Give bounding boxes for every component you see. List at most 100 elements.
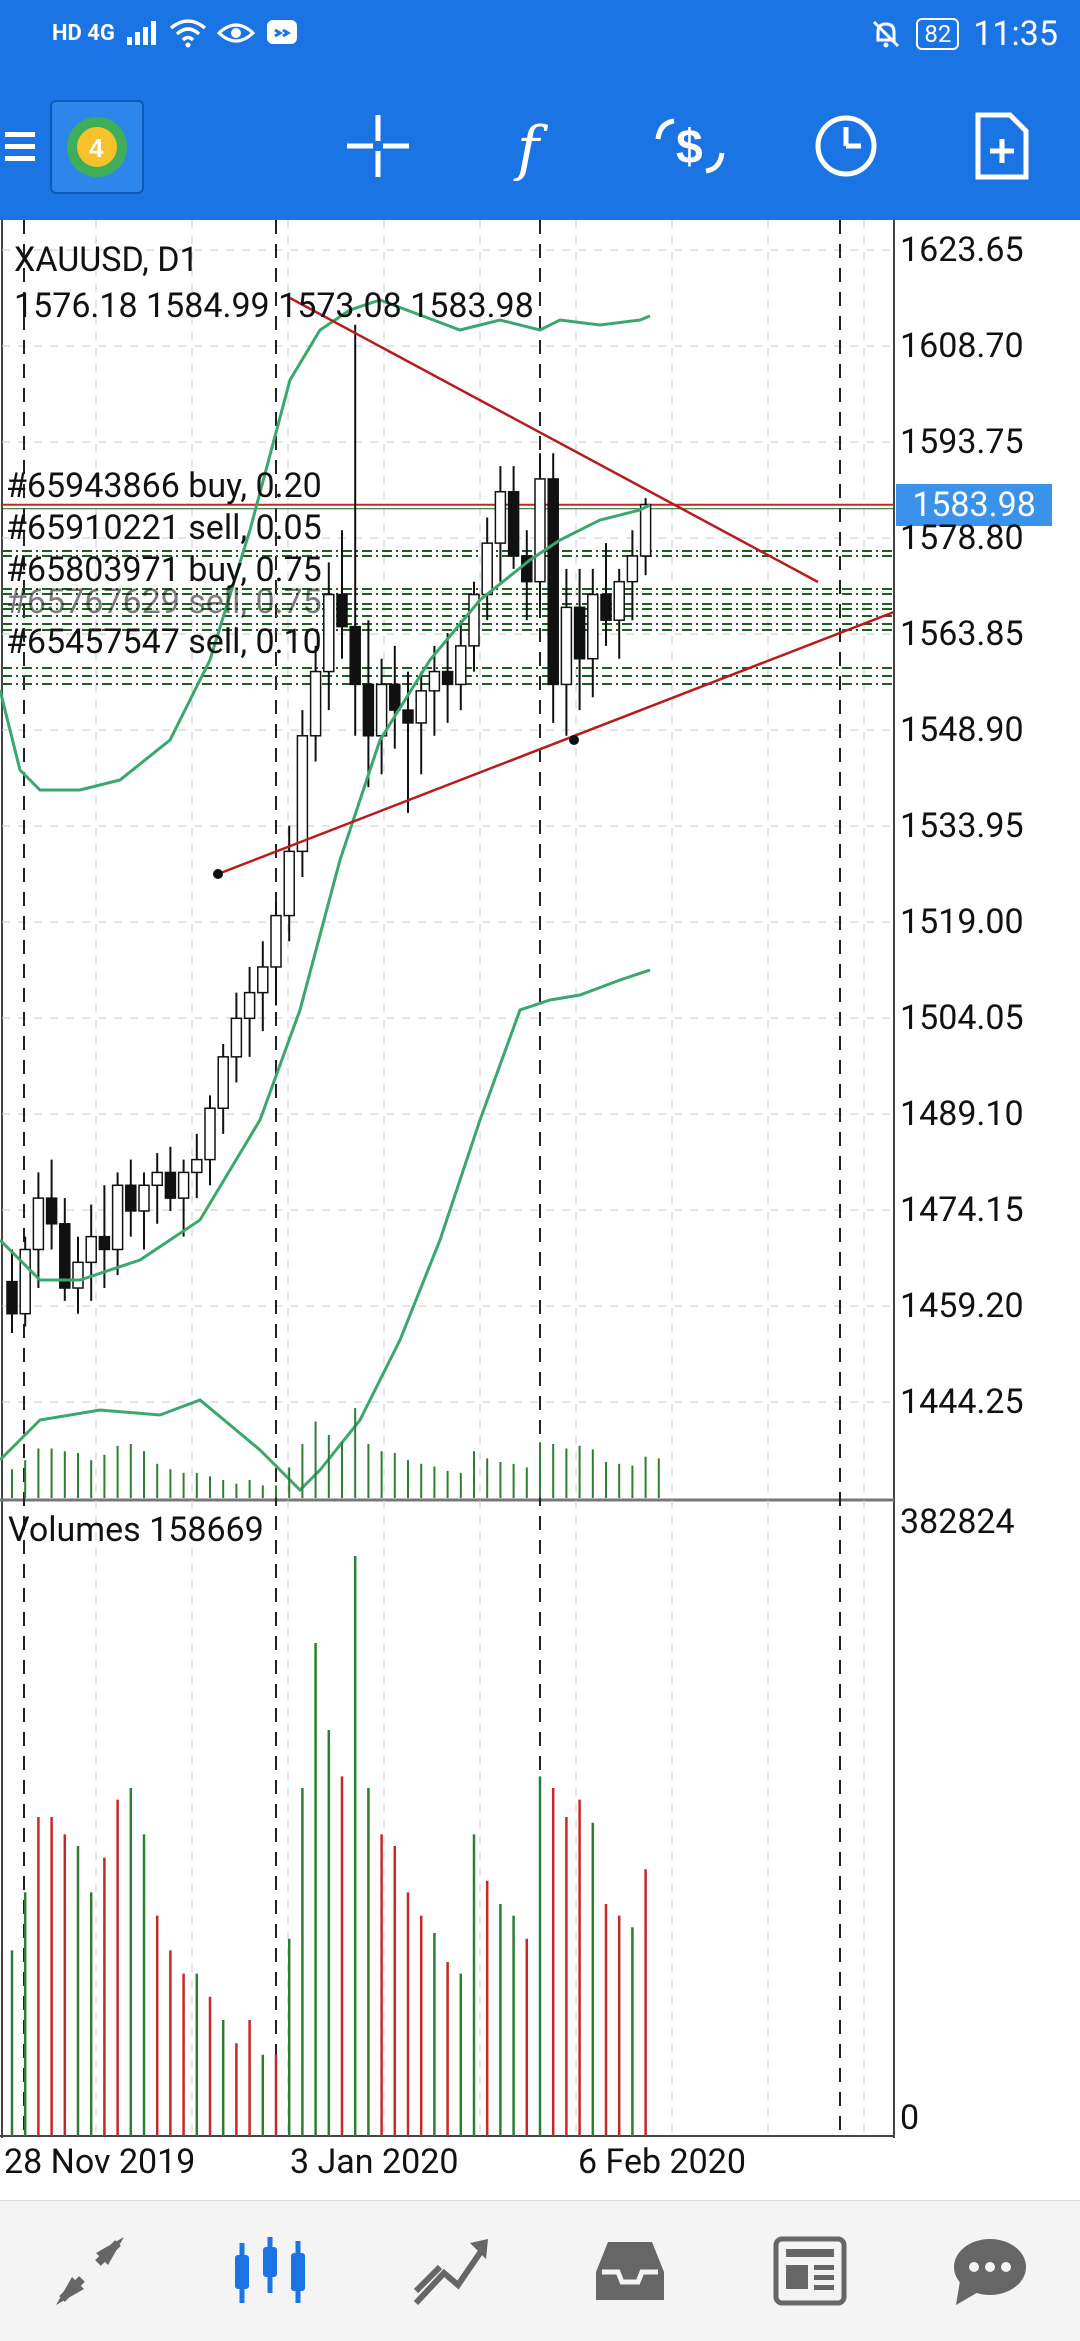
candle-body — [323, 593, 335, 673]
chat-app-icon — [266, 20, 297, 44]
candle-body — [98, 1235, 111, 1251]
order-label[interactable]: #65943866 buy, 0.20 — [6, 466, 322, 506]
signal-bars-icon — [126, 21, 156, 45]
candle-body — [72, 1261, 84, 1289]
candle-body — [191, 1158, 203, 1174]
candle-body — [468, 593, 480, 647]
timeframe-icon[interactable] — [800, 100, 892, 192]
candle-body — [336, 593, 348, 628]
clock: 11:35 — [973, 14, 1058, 54]
candle-body — [19, 1248, 31, 1315]
candle-body — [177, 1171, 190, 1199]
wifi-icon — [169, 19, 207, 48]
candle-body — [600, 593, 612, 621]
candle-body — [125, 1184, 137, 1212]
order-label[interactable]: #65803971 buy, 0.75 — [6, 550, 322, 590]
status-left: HD 4G — [52, 18, 299, 48]
candle-body — [243, 991, 256, 1020]
new-chart-icon[interactable] — [956, 100, 1048, 192]
candle-body — [389, 683, 401, 711]
date-tick: 28 Nov 2019 — [4, 2142, 196, 2182]
bollinger-middle — [0, 503, 651, 1282]
trade-icon[interactable] — [405, 2226, 495, 2316]
indicators-icon[interactable]: f — [488, 100, 580, 192]
chart-icon[interactable] — [225, 2226, 315, 2316]
svg-text:$: $ — [676, 121, 703, 174]
candle-body — [230, 1017, 243, 1058]
symbol-timeframe: XAUUSD, D1 — [14, 240, 199, 280]
price-tick: 1459.20 — [900, 1286, 1024, 1326]
candle-body — [560, 606, 573, 686]
price-tick: 1489.10 — [900, 1094, 1024, 1134]
svg-text:f: f — [513, 114, 549, 181]
candle-body — [521, 555, 533, 583]
candle-body — [455, 645, 467, 686]
candle-body — [507, 491, 520, 557]
price-tick: 1563.85 — [900, 614, 1024, 654]
menu-icon[interactable] — [0, 100, 40, 192]
candle-body — [204, 1107, 216, 1161]
messages-icon[interactable] — [945, 2226, 1035, 2316]
price-tick: 1608.70 — [900, 326, 1024, 366]
candle-body — [59, 1223, 71, 1289]
trendline-anchor — [569, 735, 579, 745]
order-label[interactable]: #65767629 sell, 0.75 — [6, 582, 322, 622]
network-signal-text: HD 4G — [52, 20, 115, 46]
price-tick: 1623.65 — [900, 230, 1024, 270]
trade-icon[interactable]: $ — [644, 100, 736, 192]
candle-body — [309, 670, 322, 737]
volume-min-tick: 0 — [900, 2098, 920, 2138]
bollinger-lower — [0, 968, 651, 1493]
candle-body — [428, 670, 441, 692]
candle-body — [45, 1197, 58, 1225]
price-tick: 1504.05 — [900, 998, 1024, 1038]
candle-body — [402, 709, 414, 724]
news-icon[interactable] — [765, 2226, 855, 2316]
trendline-lower — [217, 610, 895, 876]
candle-body — [362, 683, 375, 737]
crosshair-icon[interactable] — [332, 100, 424, 192]
date-tick: 3 Jan 2020 — [290, 2142, 459, 2182]
chart-area[interactable]: XAUUSD, D1 1576.18 1584.99 1573.08 1583.… — [0, 220, 1080, 2220]
price-tick: 1474.15 — [900, 1190, 1024, 1230]
current-price-badge: 1583.98 — [896, 484, 1052, 526]
candle-body — [415, 690, 427, 724]
order-label[interactable]: #65910221 sell, 0.05 — [6, 508, 322, 548]
candle-body — [494, 491, 507, 544]
candle-body — [441, 670, 454, 686]
candle-body — [587, 593, 599, 660]
candle-body — [111, 1184, 124, 1251]
volumes-label: Volumes 158669 — [8, 1510, 264, 1550]
bollinger-upper — [0, 298, 651, 792]
candle-body — [573, 606, 586, 660]
status-right: 82 11:35 — [870, 14, 1058, 54]
candle-body — [547, 478, 559, 686]
price-tick: 1593.75 — [900, 422, 1024, 462]
price-tick: 1578.80 — [900, 518, 1024, 558]
candle-body — [164, 1171, 177, 1199]
price-chart[interactable] — [0, 220, 1080, 2220]
candle-body — [85, 1235, 97, 1264]
candle-body — [138, 1184, 150, 1212]
candle-body — [6, 1280, 18, 1315]
candle-body — [639, 503, 652, 557]
price-tick: 1548.90 — [900, 710, 1024, 750]
price-tick: 1444.25 — [900, 1382, 1024, 1422]
candle-body — [375, 683, 388, 737]
history-icon[interactable] — [585, 2226, 675, 2316]
toolbar: 4 f $ — [0, 72, 1080, 220]
bottom-nav — [0, 2200, 1080, 2341]
candle-body — [151, 1171, 163, 1187]
quotes-icon[interactable] — [45, 2226, 135, 2316]
trendline-anchor — [213, 869, 223, 879]
candle-body — [296, 735, 309, 853]
volume-max-tick: 382824 — [900, 1502, 1015, 1542]
date-tick: 6 Feb 2020 — [578, 2142, 746, 2182]
price-tick: 1519.00 — [900, 902, 1024, 942]
candle-body — [626, 555, 639, 583]
order-label[interactable]: #65457547 sell, 0.10 — [6, 622, 322, 662]
metatrader-4-logo[interactable]: 4 — [50, 100, 144, 194]
ohlc-values: 1576.18 1584.99 1573.08 1583.98 — [14, 286, 534, 326]
svg-text:4: 4 — [89, 133, 104, 163]
candle-body — [349, 625, 361, 686]
